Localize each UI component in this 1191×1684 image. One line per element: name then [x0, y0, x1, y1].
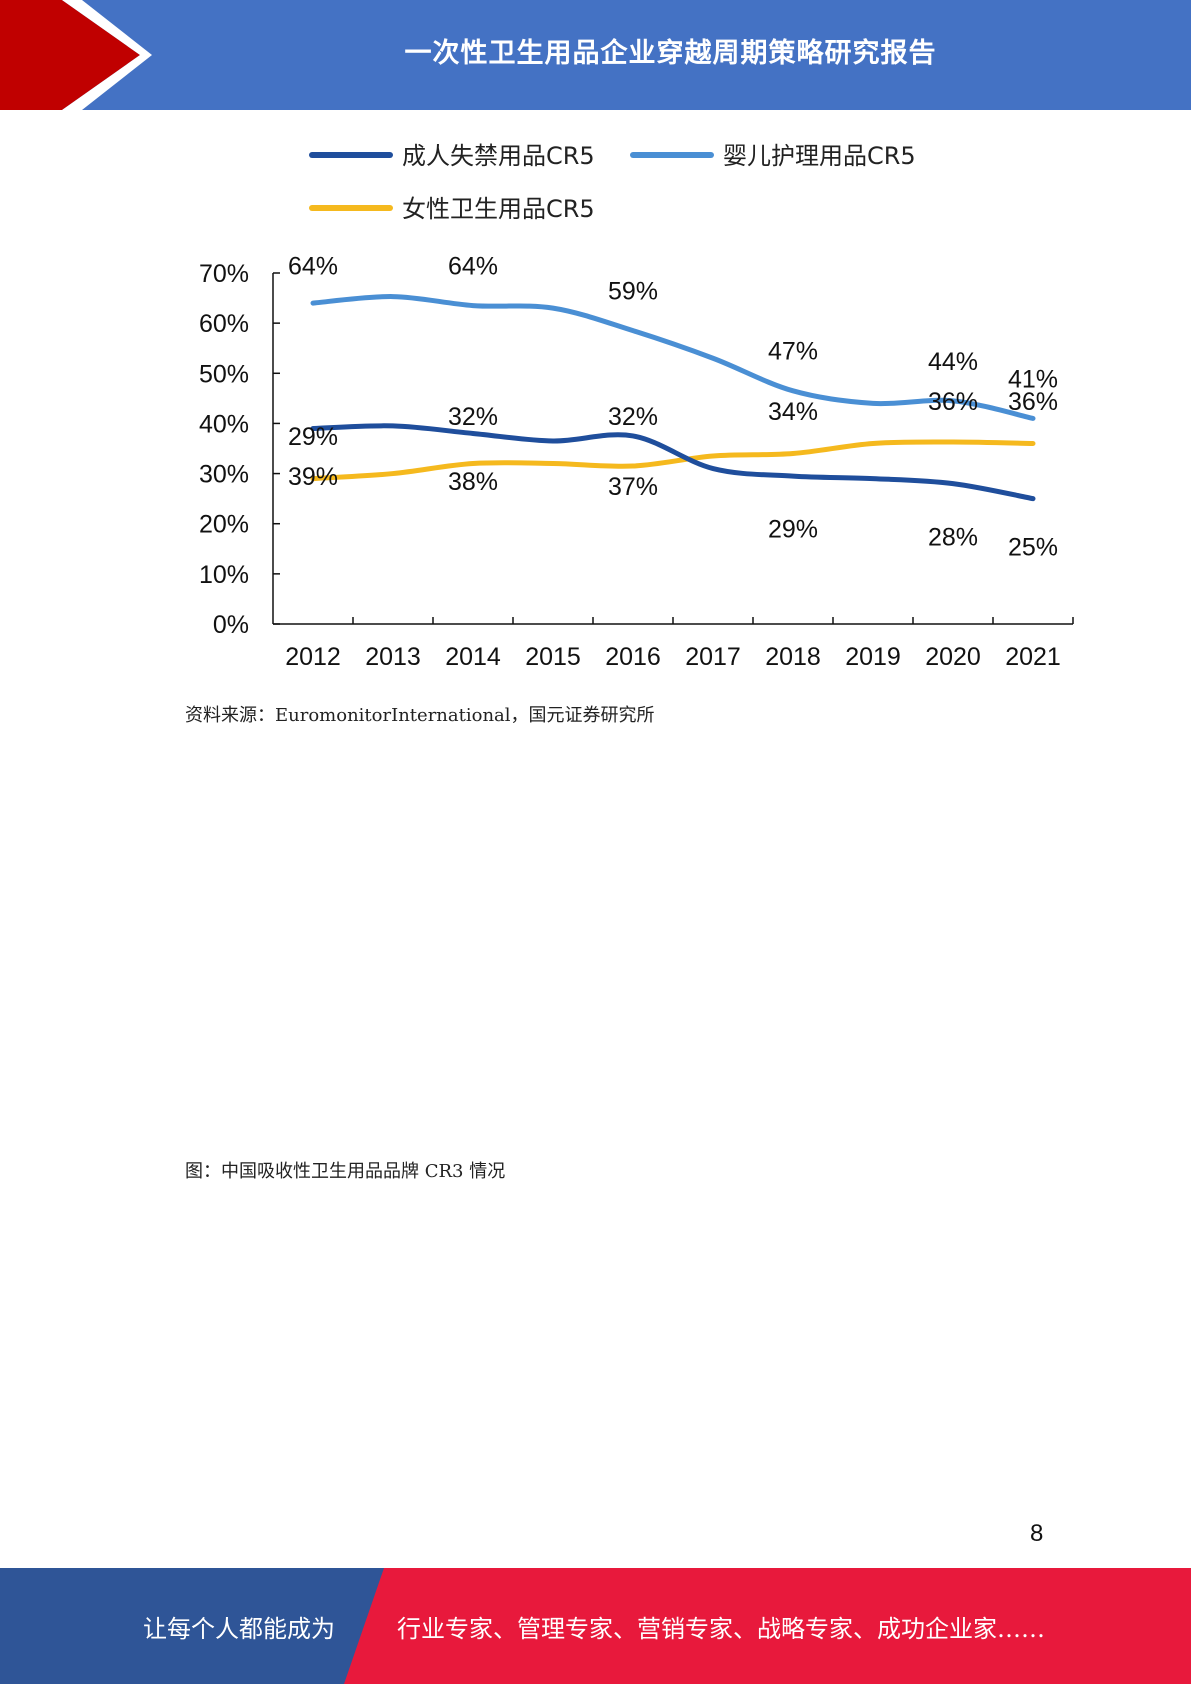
x-tick-label: 2012 — [285, 643, 341, 671]
report-title: 一次性卫生用品企业穿越周期策略研究报告 — [404, 37, 937, 69]
data-label: 36% — [1008, 388, 1058, 416]
y-tick-label: 10% — [199, 561, 249, 589]
x-tick-label: 2014 — [445, 643, 501, 671]
x-tick-label: 2018 — [765, 643, 821, 671]
series-line — [310, 423, 1036, 502]
y-tick-label: 20% — [199, 511, 249, 539]
data-label: 29% — [288, 423, 338, 451]
y-tick-label: 0% — [213, 611, 249, 639]
y-tick-label: 70% — [199, 260, 249, 288]
footer-slogan-right: 行业专家、管理专家、营销专家、战略专家、成功企业家…… — [397, 1614, 1045, 1643]
data-label: 37% — [608, 473, 658, 501]
y-tick-label: 50% — [199, 360, 249, 388]
chart-svg: 成人失禁用品CR5 婴儿护理用品CR5 女性卫生用品CR5 0% 10% 20% 30% 40… — [199, 142, 1074, 671]
page-footer: 让每个人都能成为 行业专家、管理专家、营销专家、战略专家、成功企业家…… — [0, 1568, 1191, 1684]
data-label: 44% — [928, 348, 978, 376]
series-line — [310, 294, 1036, 421]
data-label: 38% — [448, 468, 498, 496]
data-label: 28% — [928, 523, 978, 551]
footer-slogan-left: 让每个人都能成为 — [143, 1614, 335, 1643]
x-tick-label: 2020 — [925, 643, 981, 671]
x-tick-label: 2019 — [845, 643, 901, 671]
data-label: 64% — [288, 252, 338, 280]
x-tick-label: 2017 — [685, 643, 741, 671]
data-label: 39% — [288, 463, 338, 491]
y-tick-label: 40% — [199, 410, 249, 438]
data-label: 47% — [768, 338, 818, 366]
data-label: 32% — [608, 403, 658, 431]
x-tick-label: 2013 — [365, 643, 421, 671]
x-tick-label: 2015 — [525, 643, 581, 671]
y-tick-label: 60% — [199, 310, 249, 338]
x-tick-label: 2016 — [605, 643, 661, 671]
page-header: 一次性卫生用品企业穿越周期策略研究报告 — [0, 0, 1191, 110]
data-label: 41% — [1008, 365, 1058, 393]
x-tick-label: 2021 — [1005, 643, 1061, 671]
data-label: 64% — [448, 252, 498, 280]
legend-label: 成人失禁用品CR5 — [402, 142, 595, 170]
footer-background — [0, 1568, 1191, 1684]
data-label: 29% — [768, 516, 818, 544]
data-label: 32% — [448, 403, 498, 431]
legend-label: 女性卫生用品CR5 — [402, 195, 595, 223]
page-number: 8 — [1030, 1520, 1044, 1547]
series-line — [310, 439, 1036, 482]
data-label: 34% — [768, 398, 818, 426]
legend-label: 婴儿护理用品CR5 — [723, 142, 916, 170]
data-label: 25% — [1008, 533, 1058, 561]
header-arrow-decoration — [0, 0, 152, 110]
y-tick-label: 30% — [199, 461, 249, 489]
data-label: 36% — [928, 388, 978, 416]
figure-title: 图：中国吸收性卫生用品品牌 CR3 情况 — [185, 1161, 506, 1182]
source-note: 资料来源：EuromonitorInternational，国元证券研究所 — [185, 705, 655, 726]
data-label: 59% — [608, 278, 658, 306]
cr5-line-chart: 成人失禁用品CR5 婴儿护理用品CR5 女性卫生用品CR5 0% 10% 20% 30% 40… — [180, 130, 1080, 690]
